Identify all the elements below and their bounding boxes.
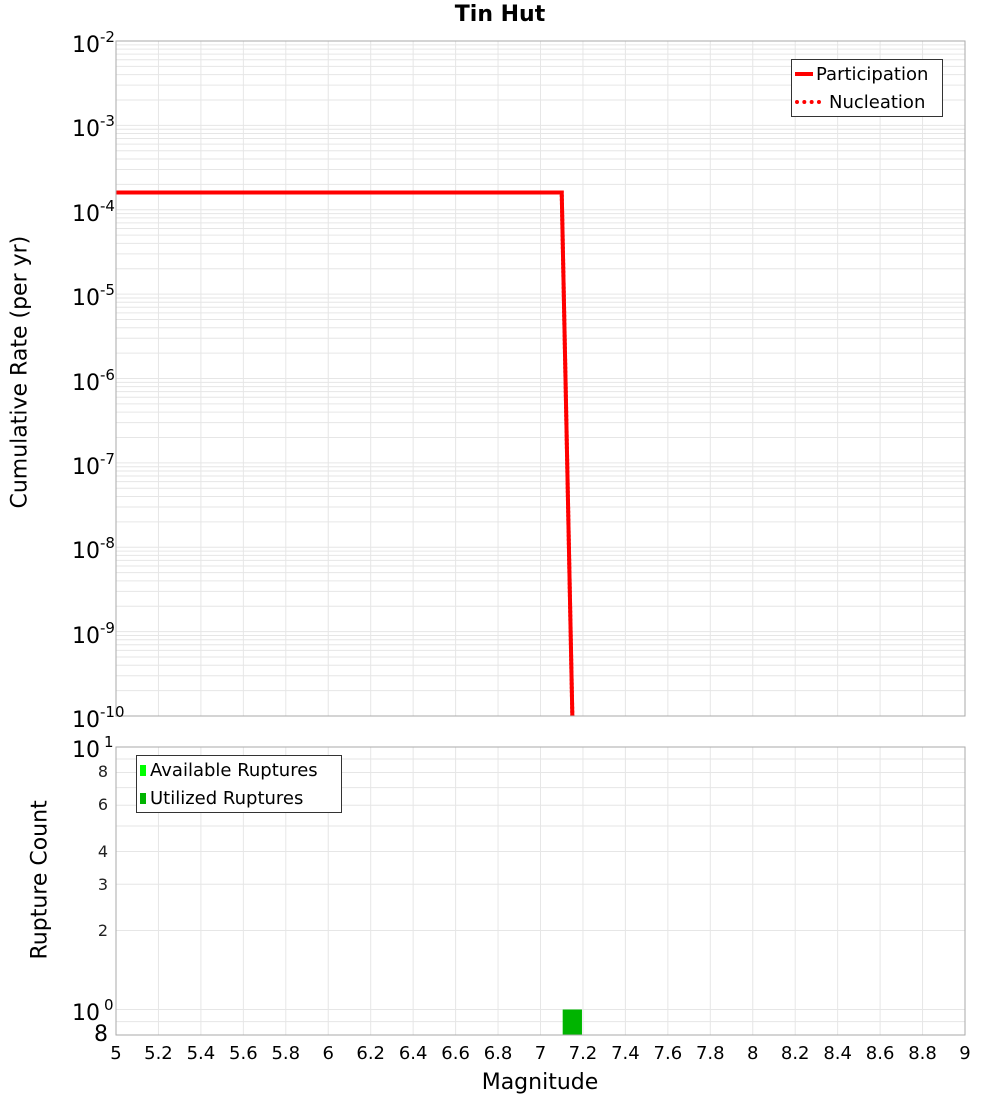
x-tick: 5 [110, 1043, 122, 1064]
y-tick: 10-6 [72, 366, 115, 396]
series-nucleation [116, 190, 575, 717]
legend-item-available: Available Ruptures [137, 756, 341, 784]
y-tick: 4 [97, 842, 108, 861]
y-tick: 10-5 [72, 281, 115, 311]
y-tick: 10-7 [72, 450, 115, 480]
x-tick: 5.8 [271, 1043, 301, 1064]
legend-item-nucleation: Nucleation [792, 88, 942, 116]
y-tick: 2 [97, 921, 108, 940]
x-tick: 6.2 [356, 1043, 386, 1064]
y-tick: 10 1 [72, 733, 114, 763]
x-tick: 9 [959, 1043, 971, 1064]
x-tick: 6 [322, 1043, 334, 1064]
y-tick: 8 [97, 762, 108, 781]
solid-line-icon [795, 72, 813, 76]
x-tick: 8.8 [908, 1043, 937, 1064]
y-tick: 10-10 [72, 703, 125, 733]
x-tick: 8.4 [823, 1043, 852, 1064]
y-tick: 10-4 [72, 197, 115, 227]
x-axis-label: Magnitude [481, 1070, 599, 1095]
y-tick: 3 [97, 875, 108, 894]
bottom-y-axis-label: Rupture Count [27, 800, 53, 960]
bar-utilized-ruptures [562, 1009, 582, 1035]
dotted-line-icon [795, 100, 821, 104]
x-tick: 6.4 [398, 1043, 428, 1064]
x-tick: 5.4 [186, 1043, 216, 1064]
bottom-legend: Available Ruptures Utilized Ruptures [136, 755, 342, 813]
x-tick: 7.2 [568, 1043, 598, 1064]
legend-label: Nucleation [829, 91, 926, 113]
dark-green-square-icon [140, 792, 146, 804]
chart-title: Tin Hut [454, 2, 546, 27]
green-square-icon [140, 764, 146, 776]
top-legend: Participation Nucleation [791, 59, 943, 117]
y-tick: 10 0 [72, 996, 114, 1026]
top-y-axis-label: Cumulative Rate (per yr) [7, 235, 33, 509]
legend-item-participation: Participation [792, 60, 942, 88]
x-tick: 8 [747, 1043, 759, 1064]
legend-label: Utilized Ruptures [150, 787, 304, 809]
y-tick: 8 [94, 1022, 108, 1047]
x-tick: 7.4 [611, 1043, 640, 1064]
y-tick: 10-3 [72, 112, 115, 142]
y-tick: 10-2 [72, 28, 115, 58]
y-tick: 6 [97, 795, 108, 814]
x-tick: 6.8 [483, 1043, 513, 1064]
x-tick: 7.6 [653, 1043, 683, 1064]
x-tick: 8.6 [865, 1043, 895, 1064]
x-tick: 7.8 [695, 1043, 725, 1064]
legend-label: Available Ruptures [150, 759, 318, 781]
x-tick: 8.2 [780, 1043, 810, 1064]
x-tick: 7 [534, 1043, 547, 1064]
legend-label: Participation [816, 63, 929, 85]
x-tick: 5.6 [229, 1043, 258, 1064]
x-tick: 5.2 [144, 1043, 173, 1064]
x-tick: 6.6 [441, 1043, 470, 1064]
y-tick: 10-9 [72, 619, 115, 649]
y-tick: 10-8 [72, 534, 115, 564]
legend-item-utilized: Utilized Ruptures [137, 784, 341, 812]
